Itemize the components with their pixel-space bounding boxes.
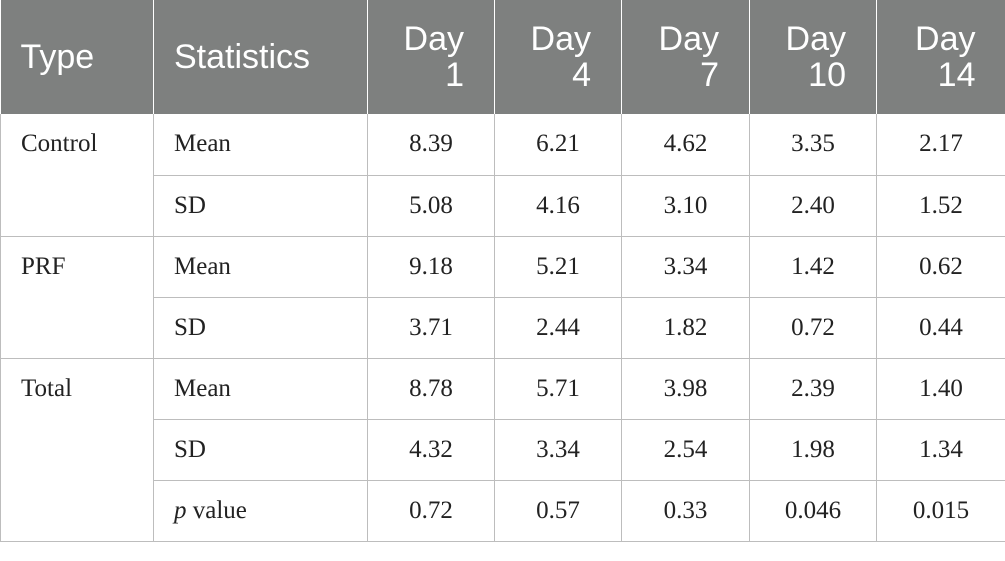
stat-label: Mean — [153, 357, 368, 420]
stat-label: Mean — [153, 114, 368, 176]
type-cell-control: Control — [0, 114, 154, 237]
value-cell: 8.78 — [367, 357, 495, 420]
header-day-10-word: Day — [785, 20, 846, 58]
value-cell: 2.44 — [494, 296, 622, 359]
value-cell: 0.57 — [494, 479, 622, 542]
table-row: SD 3.71 2.44 1.82 0.72 0.44 — [1, 296, 1005, 359]
table-row: p value 0.72 0.57 0.33 0.046 0.015 — [1, 479, 1005, 542]
value-cell: 3.34 — [621, 235, 750, 298]
value-cell: 1.42 — [749, 235, 877, 298]
value-cell: 9.18 — [367, 235, 495, 298]
value-cell: 1.40 — [876, 357, 1005, 420]
value-cell: 2.40 — [749, 174, 877, 237]
value-cell: 0.62 — [876, 235, 1005, 298]
header-day-10-number: 10 — [808, 56, 846, 94]
table-body: Control Mean 8.39 6.21 4.62 3.35 2.17 SD… — [0, 114, 1005, 542]
table-header: Type Statistics Day 1 Day 4 Day 7 Day 10… — [0, 0, 1005, 114]
table-row: SD 4.32 3.34 2.54 1.98 1.34 — [1, 418, 1005, 481]
header-day-1-word: Day — [403, 20, 464, 58]
header-day-14-word: Day — [915, 20, 976, 58]
type-cell-prf: PRF — [0, 235, 154, 359]
value-cell: 5.21 — [494, 235, 622, 298]
value-word: value — [186, 496, 247, 524]
header-day-7: Day 7 — [621, 0, 750, 114]
header-day-4-number: 4 — [572, 56, 591, 94]
header-day-1-number: 1 — [445, 56, 464, 94]
value-cell: 2.39 — [749, 357, 877, 420]
value-cell: 2.17 — [876, 114, 1005, 176]
header-day-14: Day 14 — [876, 0, 1005, 114]
header-day-7-word: Day — [658, 20, 719, 58]
value-cell: 1.52 — [876, 174, 1005, 237]
header-statistics: Statistics — [153, 0, 368, 114]
value-cell: 0.046 — [749, 479, 877, 542]
type-cell-total: Total — [0, 357, 154, 542]
header-day-14-number: 14 — [937, 56, 976, 94]
table-row: Control Mean 8.39 6.21 4.62 3.35 2.17 — [0, 114, 1005, 237]
stat-label-p-value: p value — [153, 479, 368, 542]
header-day-1: Day 1 — [367, 0, 495, 114]
value-cell: 8.39 — [367, 114, 495, 176]
table-row: PRF Mean 9.18 5.21 3.34 1.42 0.62 — [0, 235, 1005, 359]
value-cell: 4.32 — [367, 418, 495, 481]
statistics-table: Type Statistics Day 1 Day 4 Day 7 Day 10… — [0, 0, 1005, 542]
stat-label: SD — [153, 296, 368, 359]
stat-label: SD — [153, 418, 368, 481]
value-cell: 0.33 — [621, 479, 750, 542]
table-row: Total Mean 8.78 5.71 3.98 2.39 1.40 — [0, 357, 1005, 542]
value-cell: 5.08 — [367, 174, 495, 237]
header-row: Type Statistics Day 1 Day 4 Day 7 Day 10… — [0, 0, 1005, 114]
header-day-7-number: 7 — [700, 56, 719, 94]
value-cell: 3.34 — [494, 418, 622, 481]
p-symbol: p — [174, 496, 187, 524]
header-day-4: Day 4 — [494, 0, 622, 114]
header-type: Type — [0, 0, 154, 114]
value-cell: 4.16 — [494, 174, 622, 237]
header-day-10: Day 10 — [749, 0, 877, 114]
value-cell: 1.98 — [749, 418, 877, 481]
value-cell: 0.72 — [749, 296, 877, 359]
value-cell: 0.44 — [876, 296, 1005, 359]
value-cell: 5.71 — [494, 357, 622, 420]
value-cell: 3.98 — [621, 357, 750, 420]
value-cell: 3.71 — [367, 296, 495, 359]
stat-label: Mean — [153, 235, 368, 298]
value-cell: 4.62 — [621, 114, 750, 176]
value-cell: 1.82 — [621, 296, 750, 359]
value-cell: 3.10 — [621, 174, 750, 237]
value-cell: 1.34 — [876, 418, 1005, 481]
value-cell: 3.35 — [749, 114, 877, 176]
value-cell: 6.21 — [494, 114, 622, 176]
stat-label: SD — [153, 174, 368, 237]
value-cell: 2.54 — [621, 418, 750, 481]
value-cell: 0.015 — [876, 479, 1005, 542]
header-day-4-word: Day — [530, 20, 591, 58]
value-cell: 0.72 — [367, 479, 495, 542]
